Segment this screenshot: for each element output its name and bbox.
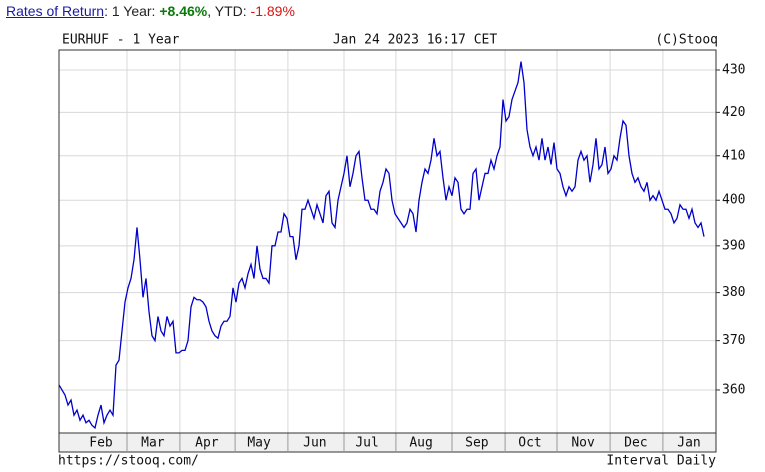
y-tick-label: 420 bbox=[722, 105, 745, 120]
ytd-return: -1.89% bbox=[250, 3, 295, 19]
x-tick-label: Sep bbox=[465, 436, 489, 451]
x-tick-label: May bbox=[247, 436, 271, 451]
y-tick-label: 380 bbox=[722, 285, 745, 300]
x-tick-label: Feb bbox=[89, 436, 113, 451]
y-tick-label: 410 bbox=[722, 148, 745, 163]
x-tick-label: Mar bbox=[141, 436, 165, 451]
x-tick-label: Oct bbox=[518, 436, 541, 451]
x-tick-label: Dec bbox=[624, 436, 647, 451]
one-year-return: +8.46% bbox=[159, 3, 208, 19]
sep: , YTD: bbox=[207, 3, 251, 19]
footer-url: https://stooq.com/ bbox=[58, 454, 199, 469]
x-tick-label: Jul bbox=[355, 436, 378, 451]
y-tick-label: 370 bbox=[722, 333, 745, 348]
timestamp: Jan 24 2023 16:17 CET bbox=[333, 33, 498, 48]
y-tick-label: 400 bbox=[722, 193, 745, 208]
sep: : 1 Year: bbox=[104, 3, 160, 19]
x-tick-label: Apr bbox=[195, 436, 219, 451]
y-tick-label: 360 bbox=[722, 382, 745, 397]
chart-title: EURHUF - 1 Year bbox=[62, 33, 180, 48]
footer-interval: Interval Daily bbox=[606, 454, 716, 469]
y-tick-label: 390 bbox=[722, 238, 745, 253]
plot-frame bbox=[58, 49, 717, 434]
rates-link[interactable]: Rates of Return bbox=[6, 3, 105, 19]
rates-header: Rates of Return: 1 Year: +8.46%, YTD: -1… bbox=[6, 3, 295, 19]
x-tick-label: Jun bbox=[303, 436, 326, 451]
x-tick-label: Jan bbox=[677, 436, 700, 451]
y-tick-label: 430 bbox=[722, 62, 745, 77]
price-line bbox=[58, 61, 705, 430]
copyright: (C)Stooq bbox=[655, 33, 718, 48]
x-tick-label: Nov bbox=[571, 436, 595, 451]
x-tick-label: Aug bbox=[409, 436, 432, 451]
